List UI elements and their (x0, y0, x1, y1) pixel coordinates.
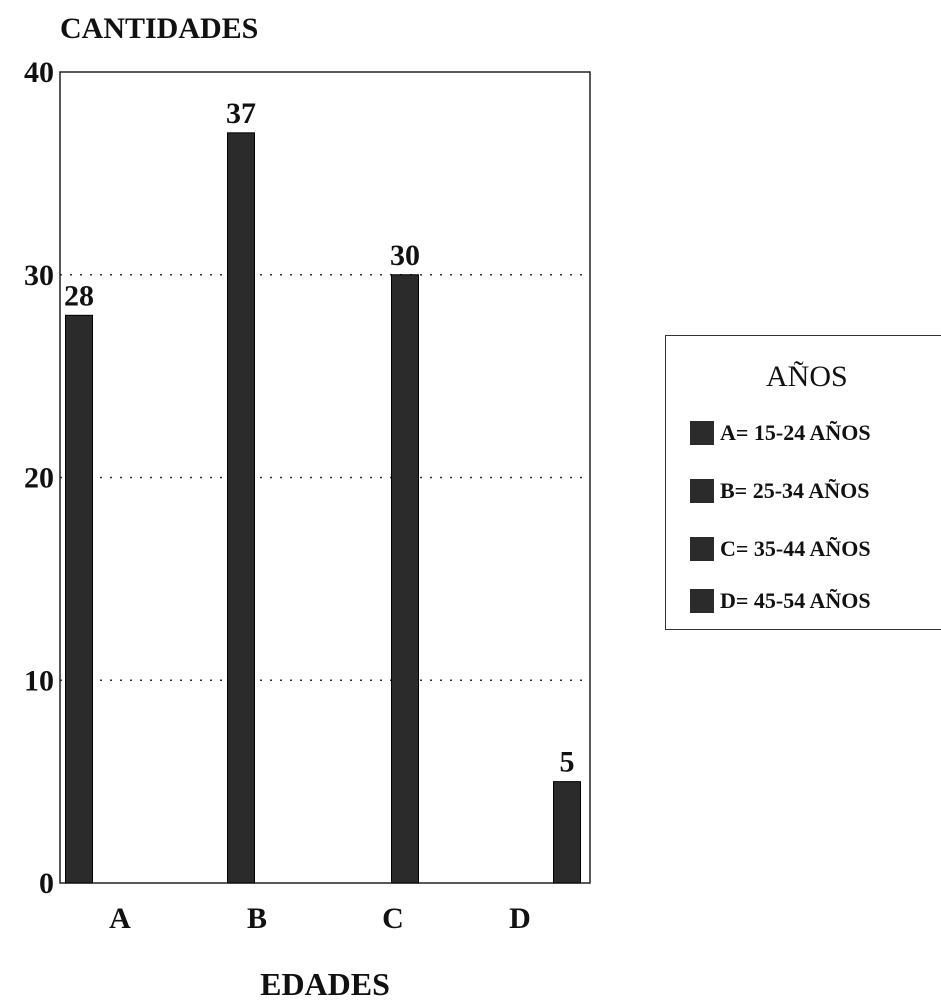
x-tick-label-b: B (247, 902, 267, 935)
y-tick-label-20: 20 (24, 462, 54, 495)
legend-item-a: A= 15-24 AÑOS (690, 418, 871, 448)
x-tick-label-d: D (509, 902, 531, 935)
y-tick-label-30: 30 (24, 259, 54, 292)
legend-label-c: C= 35-44 AÑOS (720, 536, 871, 561)
legend-item-b: B= 25-34 AÑOS (690, 476, 869, 506)
legend-label-b: B= 25-34 AÑOS (720, 478, 870, 503)
data-label-c: 30 (390, 239, 420, 272)
legend-swatch-a (690, 421, 714, 445)
legend-swatch-d (690, 589, 714, 613)
x-axis-label: EDADES (260, 966, 390, 1002)
data-label-a: 28 (64, 279, 94, 312)
legend-title: AÑOS (766, 360, 848, 393)
legend-swatch-b (690, 479, 714, 503)
data-label-b: 37 (226, 97, 256, 130)
bar-d (553, 781, 581, 884)
y-tick-label-40: 40 (24, 56, 54, 89)
x-tick-label-a: A (109, 902, 131, 935)
legend-item-c: C= 35-44 AÑOS (690, 534, 871, 564)
legend: AÑOS A= 15-24 AÑOS B= 25-34 AÑOS C= 35-4… (665, 335, 941, 630)
legend-item-d: D= 45-54 AÑOS (690, 586, 871, 616)
y-ticks: 0 10 20 30 40 (24, 56, 54, 900)
bar-b (227, 132, 255, 884)
plot-frame (59, 71, 591, 884)
x-tick-label-c: C (382, 902, 404, 935)
legend-label-a: A= 15-24 AÑOS (720, 420, 871, 445)
y-tick-label-10: 10 (24, 664, 54, 697)
x-ticks: A B C D (109, 902, 531, 935)
grid-lines (60, 274, 590, 681)
y-tick-label-0: 0 (39, 867, 54, 900)
y-axis-label: CANTIDADES (60, 12, 258, 45)
data-label-d: 5 (560, 746, 575, 779)
bar-c (391, 274, 419, 884)
bar-a (65, 314, 93, 884)
legend-swatch-c (690, 537, 714, 561)
legend-label-d: D= 45-54 AÑOS (720, 588, 871, 613)
bars: 28 37 30 5 (64, 97, 581, 884)
